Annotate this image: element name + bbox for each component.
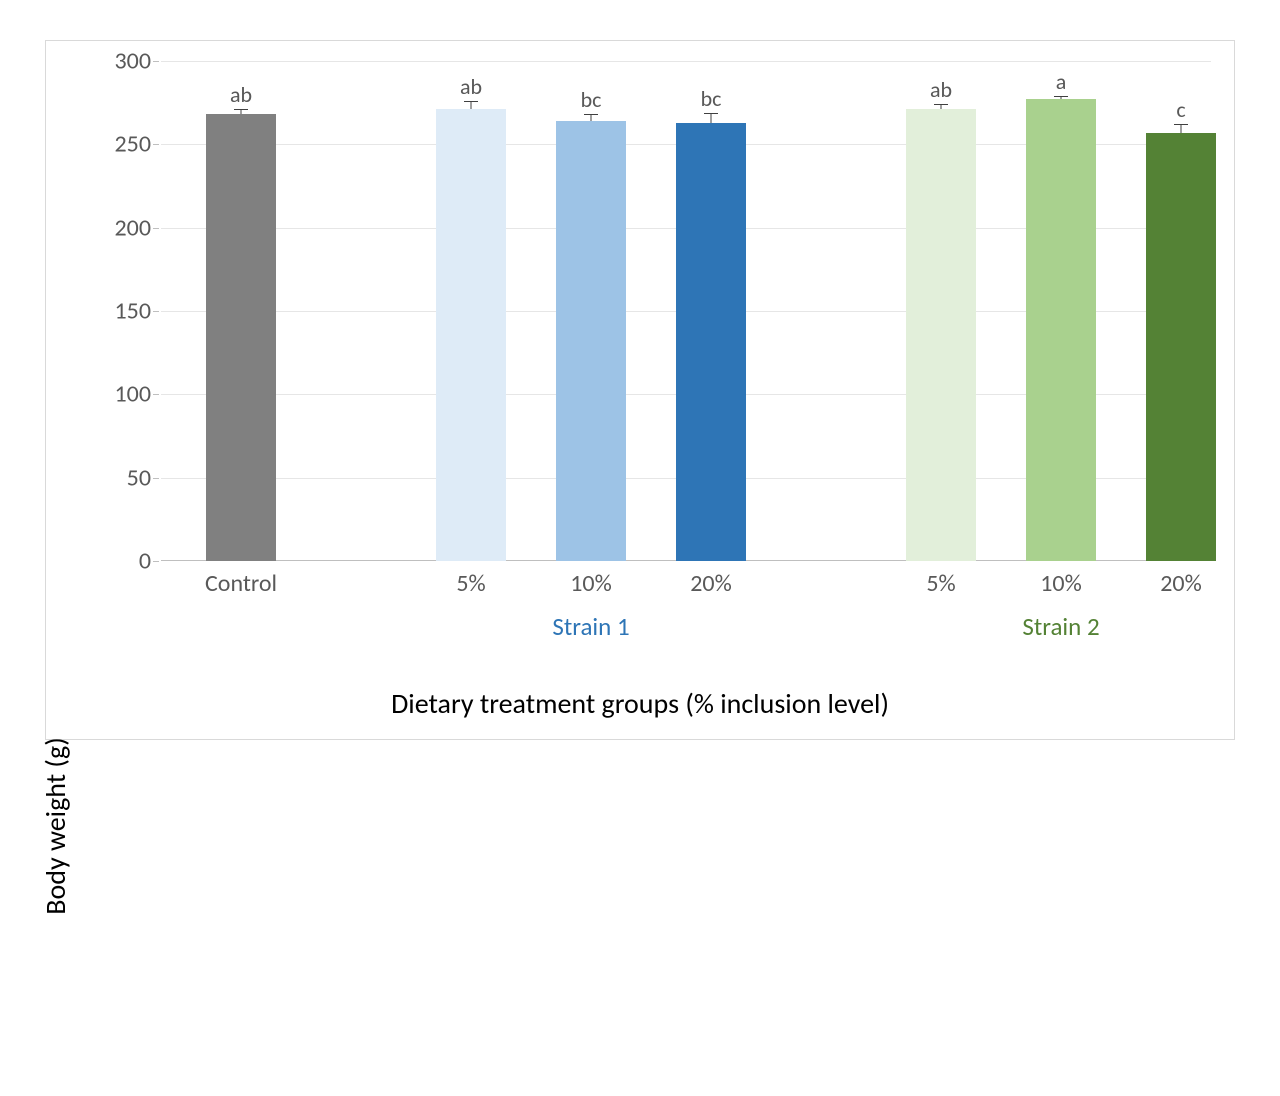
y-tick [153,228,159,229]
bar [676,123,746,561]
x-tick-label: 20% [690,569,731,598]
y-tick-label: 300 [115,47,152,76]
y-axis-title: Body weight (g) [36,556,76,1096]
gridline [161,61,1211,62]
error-bar-cap [234,109,248,110]
significance-label: bc [701,85,722,112]
y-tick-label: 100 [115,380,152,409]
error-bar-cap [1054,96,1068,97]
x-tick-label: 5% [926,569,955,598]
plot-area: 050100150200250300abControlab5%bc10%bc20… [161,61,1211,561]
error-bar-cap [1174,124,1188,125]
y-tick [153,61,159,62]
x-tick-label: 10% [570,569,611,598]
y-tick [153,394,159,395]
significance-label: bc [581,86,602,113]
bar [1146,133,1216,561]
significance-label: ab [930,76,952,103]
y-tick-label: 250 [115,130,152,159]
x-tick-label: 20% [1160,569,1201,598]
y-tick-label: 0 [139,547,151,576]
group-label: Strain 1 [552,611,629,642]
error-bar-stem [1181,124,1182,132]
error-bar-cap [464,101,478,102]
y-tick-label: 50 [127,463,151,492]
bar [906,109,976,561]
bar [556,121,626,561]
group-label: Strain 2 [1022,611,1099,642]
significance-label: ab [460,73,482,100]
y-tick [153,561,159,562]
x-tick-label: 10% [1040,569,1081,598]
significance-label: ab [230,81,252,108]
bar [206,114,276,561]
error-bar-cap [934,104,948,105]
y-tick [153,311,159,312]
significance-label: a [1056,68,1067,95]
x-axis-title: Dietary treatment groups (% inclusion le… [46,686,1234,721]
bar [436,109,506,561]
y-tick-label: 150 [115,297,152,326]
x-tick-label: Control [205,569,277,598]
significance-label: c [1176,96,1185,123]
x-tick-label: 5% [456,569,485,598]
chart-container: Body weight (g) 050100150200250300abCont… [45,40,1235,740]
error-bar-stem [471,101,472,109]
error-bar-stem [711,113,712,123]
y-tick [153,144,159,145]
y-tick [153,478,159,479]
y-tick-label: 200 [115,213,152,242]
error-bar-cap [584,114,598,115]
error-bar-cap [704,113,718,114]
bar [1026,99,1096,561]
